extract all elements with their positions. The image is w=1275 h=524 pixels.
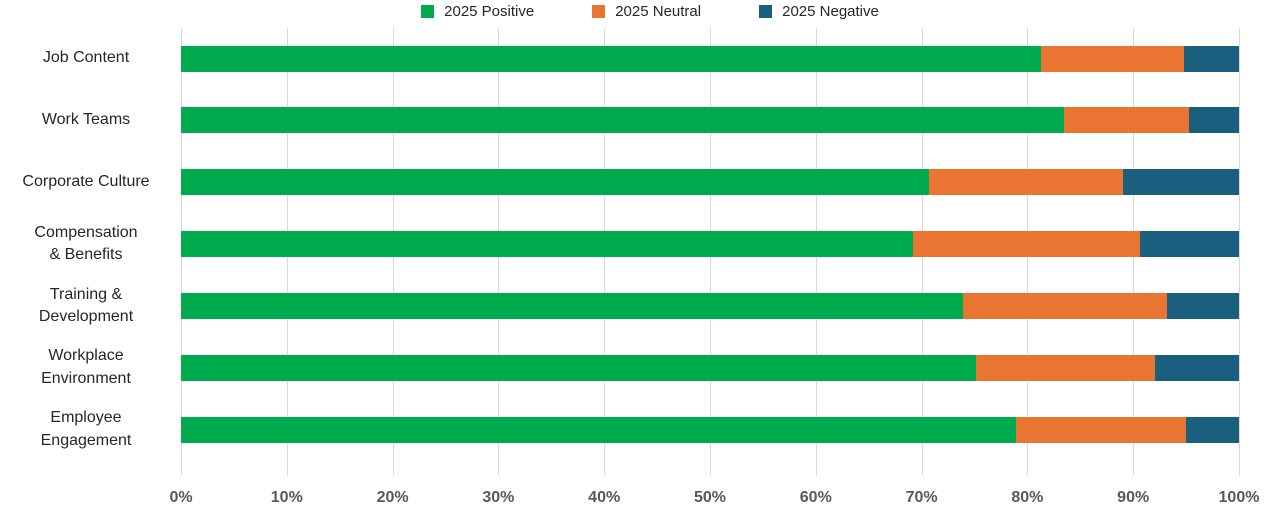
bar-segment-positive [181,169,929,196]
legend-label: 2025 Negative [782,3,879,20]
category-label: Job Content [42,49,130,67]
legend-item: 2025 Negative [759,3,879,20]
bar-row [181,107,1239,134]
bar-segment-negative [1189,107,1239,134]
bar-segment-neutral [913,231,1140,258]
bar-segment-neutral [975,354,1156,381]
x-axis-tick-label: 100% [1218,489,1260,506]
category-label: Work Teams [41,111,131,129]
bar-row [181,292,1239,319]
x-axis-tick-label: 60% [799,489,832,506]
x-axis-tick-label: 0% [169,489,193,506]
bar-row [181,231,1239,258]
bar-segment-negative [1186,416,1239,443]
legend-label: 2025 Neutral [615,3,702,20]
legend-swatch-icon [759,5,773,18]
x-axis-tick-label: 70% [905,489,938,506]
bar-segment-neutral [1041,45,1184,72]
bar-segment-positive [181,416,1016,443]
x-axis-tick-label: 40% [588,489,621,506]
legend-swatch-icon [421,5,435,18]
legend-item: 2025 Neutral [592,3,701,20]
plot-area [181,28,1240,475]
bar-segment-neutral [929,169,1123,196]
bar-segment-negative [1155,354,1239,381]
bar-row [181,45,1239,72]
bar-segment-negative [1122,169,1239,196]
bar-segment-negative [1167,292,1239,319]
category-label: Employee Engagement [40,409,132,449]
bar-segment-positive [181,107,1065,134]
legend-item: 2025 Positive [421,3,534,20]
legend-label: 2025 Positive [444,3,535,20]
category-label: Workplace Environment [41,347,131,387]
category-label: Corporate Culture [22,172,150,190]
category-label: Compensation & Benefits [34,223,138,264]
bar-row [181,416,1239,443]
legend-swatch-icon [592,5,606,18]
bar-row [181,354,1239,381]
x-axis: 0% 10% 20% 30% 40% 50% 60% 70% 80% 90% 100% [0,489,1275,511]
bar-segment-neutral [962,292,1168,319]
bar-segment-positive [181,231,914,258]
bar-segment-positive [181,45,1042,72]
bar-segment-positive [181,354,976,381]
x-axis-tick-label: 20% [376,489,409,506]
x-axis-tick-label: 50% [693,489,727,506]
bar-segment-positive [181,292,963,319]
x-axis-tick-label: 30% [482,489,515,506]
bar-segment-negative [1139,231,1239,258]
x-axis-tick-label: 90% [1117,489,1150,506]
bar-segment-negative [1183,45,1239,72]
bar-segment-neutral [1015,416,1187,443]
bar-row [181,169,1239,196]
category-label: Training & Development [38,285,134,325]
bar-segment-neutral [1064,107,1190,134]
gridline [1239,28,1240,475]
x-axis-tick-label: 10% [270,489,303,506]
x-axis-tick-label: 80% [1011,489,1044,506]
legend: 2025 Positive 2025 Neutral 2025 Negative [25,3,1275,20]
